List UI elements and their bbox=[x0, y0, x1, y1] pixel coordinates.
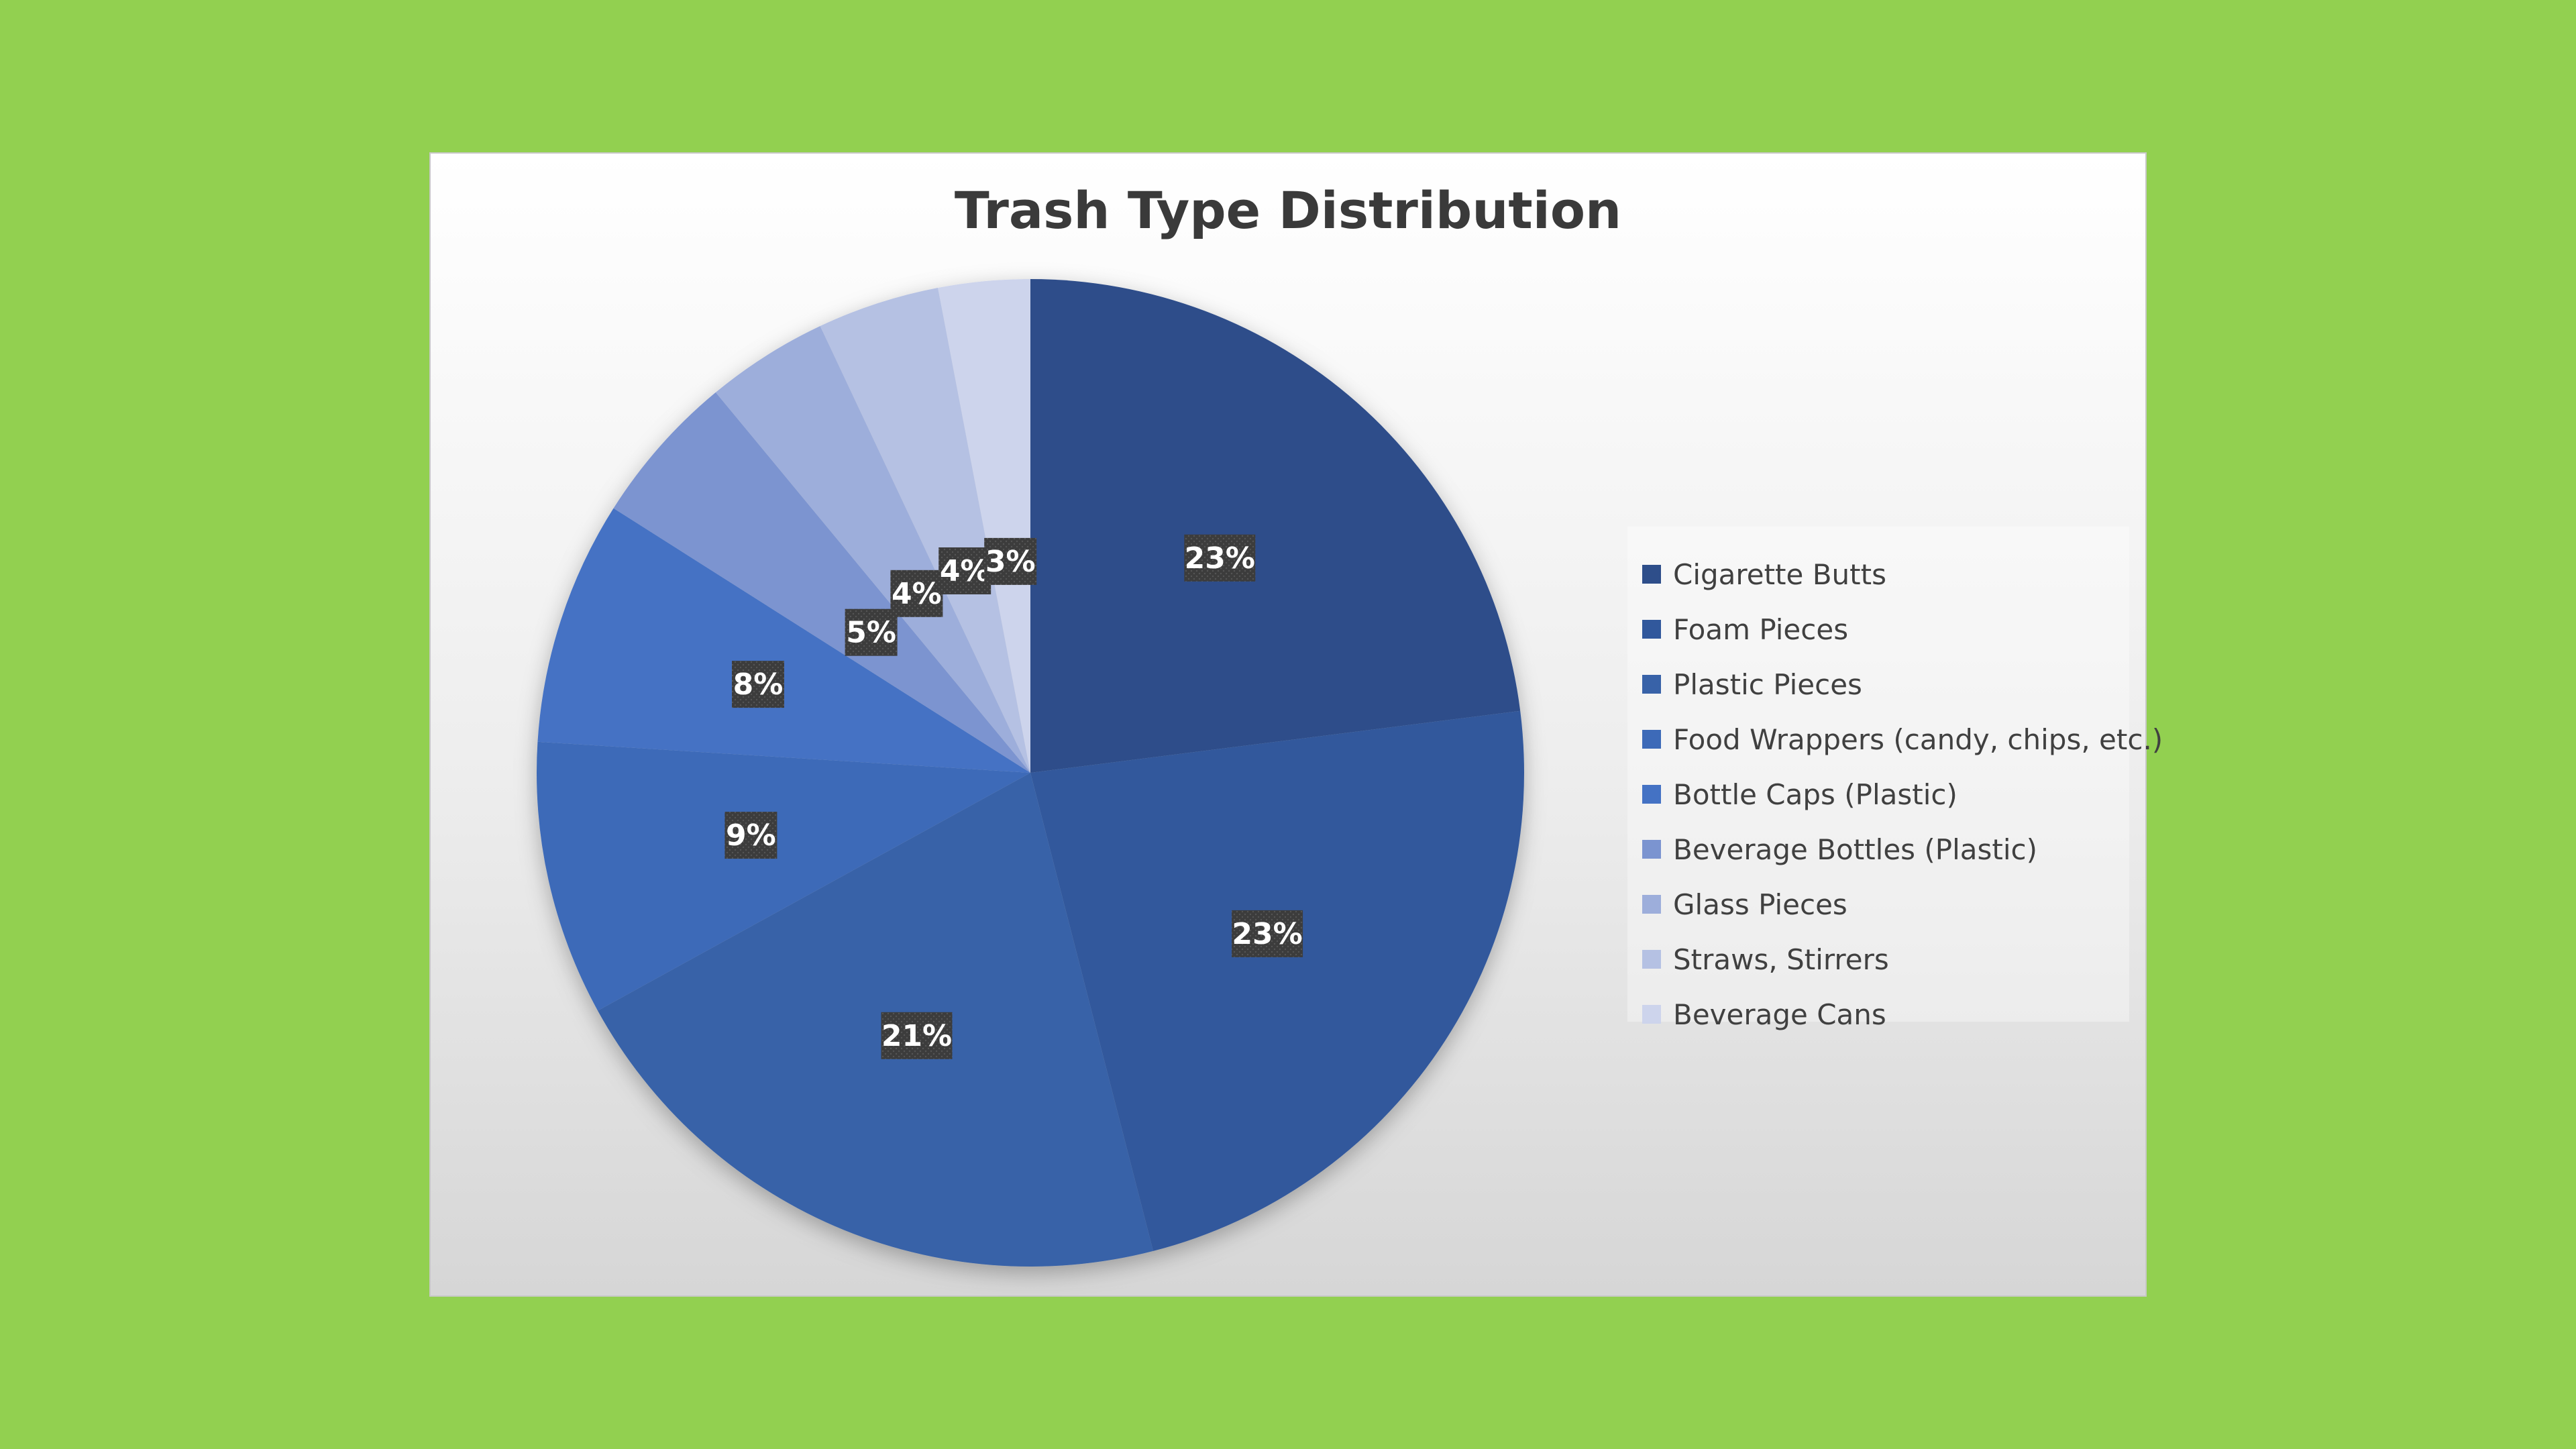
legend-label: Beverage Bottles (Plastic) bbox=[1673, 833, 2038, 866]
legend-label: Beverage Cans bbox=[1673, 998, 1886, 1031]
data-label-text: 23% bbox=[1185, 541, 1255, 576]
pie-slice bbox=[820, 288, 1030, 773]
data-label-background bbox=[845, 608, 898, 656]
legend-item: Beverage Bottles (Plastic) bbox=[1642, 822, 2129, 877]
data-label: 4% bbox=[890, 570, 943, 617]
legend-swatch bbox=[1642, 620, 1661, 639]
data-label-text: 23% bbox=[1232, 917, 1302, 951]
pie-slice bbox=[1030, 279, 1521, 773]
legend-swatch bbox=[1642, 1005, 1661, 1024]
legend: Cigarette Butts Foam Pieces Plastic Pieces… bbox=[1627, 527, 2163, 1031]
legend-item: Straws, Stirrers bbox=[1642, 932, 2129, 987]
data-label-background bbox=[984, 537, 1037, 585]
legend-swatch bbox=[1642, 895, 1661, 914]
data-label-background bbox=[732, 661, 784, 708]
pie-slice bbox=[1030, 710, 1525, 1251]
legend-swatch bbox=[1642, 565, 1661, 584]
legend-label: Plastic Pieces bbox=[1673, 667, 1862, 701]
legend-item: Food Wrappers (candy, chips, etc.) bbox=[1642, 712, 2163, 767]
legend-swatch bbox=[1642, 675, 1661, 694]
legend-label: Straws, Stirrers bbox=[1673, 943, 1889, 976]
chart-area: Trash Type Distribution 23% 23% 21% 9% 8% 5% 4… bbox=[429, 152, 2163, 1297]
data-label-text: 4% bbox=[892, 577, 942, 611]
legend-label: Foam Pieces bbox=[1673, 612, 1849, 646]
legend-swatch bbox=[1642, 730, 1661, 749]
legend-item: Cigarette Butts bbox=[1642, 547, 2129, 602]
pie-slice bbox=[536, 741, 1030, 1011]
legend-label: Glass Pieces bbox=[1673, 888, 1847, 921]
data-label: 4% bbox=[938, 547, 991, 594]
legend-swatch bbox=[1642, 785, 1661, 804]
data-label: 23% bbox=[1184, 534, 1256, 582]
pie-slice bbox=[938, 279, 1030, 773]
data-label: 5% bbox=[845, 608, 898, 656]
data-label-background bbox=[938, 547, 991, 594]
data-label-text: 8% bbox=[733, 667, 784, 702]
data-label-text: 4% bbox=[940, 554, 990, 588]
data-label-background bbox=[724, 812, 777, 859]
data-label-text: 21% bbox=[881, 1019, 952, 1053]
data-label-background bbox=[1184, 534, 1256, 582]
data-label-background bbox=[890, 570, 943, 617]
legend-label: Food Wrappers (candy, chips, etc.) bbox=[1673, 722, 2163, 756]
data-label-background bbox=[881, 1012, 953, 1059]
pie-slice bbox=[598, 773, 1154, 1267]
legend-item: Bottle Caps (Plastic) bbox=[1642, 767, 2129, 822]
legend-label: Bottle Caps (Plastic) bbox=[1673, 777, 1957, 811]
data-label: 3% bbox=[984, 537, 1037, 585]
legend-item: Beverage Cans bbox=[1642, 987, 2129, 1042]
data-label-text: 3% bbox=[985, 545, 1036, 579]
pie-slice bbox=[537, 508, 1030, 773]
data-label: 8% bbox=[732, 661, 784, 708]
pie-chart: 23%23%21%9%8%5%4%4%3% bbox=[536, 279, 1525, 1267]
data-label-text: 5% bbox=[846, 616, 896, 650]
data-label-text: 9% bbox=[726, 818, 776, 853]
legend-item: Glass Pieces bbox=[1642, 877, 2129, 932]
legend-label: Cigarette Butts bbox=[1673, 557, 1886, 591]
pie-slice bbox=[715, 326, 1030, 773]
pie-slice bbox=[613, 392, 1030, 773]
data-label: 23% bbox=[1232, 910, 1303, 957]
legend-swatch bbox=[1642, 840, 1661, 859]
legend-item: Foam Pieces bbox=[1642, 602, 2129, 657]
data-label: 21% bbox=[881, 1012, 953, 1059]
legend-swatch bbox=[1642, 950, 1661, 969]
legend-item: Plastic Pieces bbox=[1642, 657, 2129, 712]
data-label-background bbox=[1232, 910, 1303, 957]
data-label: 9% bbox=[724, 812, 777, 859]
chart-title: Trash Type Distribution bbox=[954, 180, 1622, 240]
